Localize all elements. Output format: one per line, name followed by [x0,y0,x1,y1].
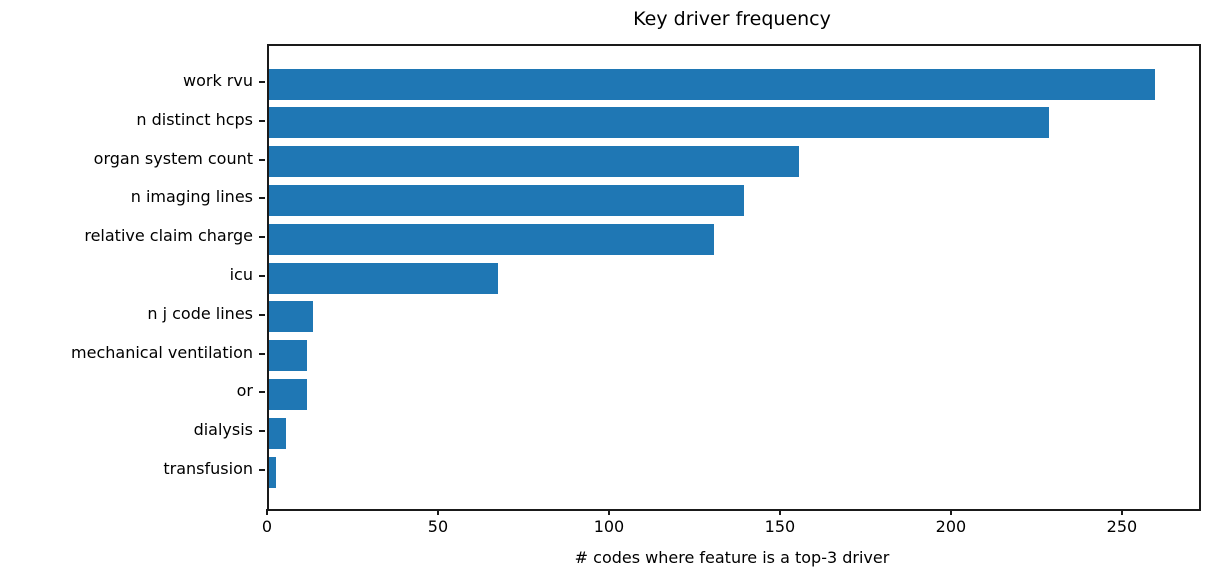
x-axis-label: # codes where feature is a top-3 driver [574,548,890,567]
bar-n-imaging-lines [269,184,745,216]
y-tick-label-relative-claim-charge: relative claim charge [84,226,253,246]
y-tick-label-n-distinct-hcps: n distinct hcps [136,109,253,129]
y-tick-label-or: or [236,381,253,401]
x-tick-mark [436,509,439,515]
y-tick-label-mechanical-ventilation: mechanical ventilation [71,342,253,362]
y-tick-label-transfusion: transfusion [163,459,253,478]
y-tick-label-n-j-code-lines: n j code lines [147,303,253,323]
x-tick-label-200: 200 [935,517,967,536]
x-tick-mark [778,509,781,515]
bar-work-rvu [269,68,1155,100]
y-tick-label-organ-system-count: organ system count [93,148,253,168]
y-tick-mark [259,391,265,394]
y-tick-mark [259,81,265,83]
x-tick-label-150: 150 [764,517,796,536]
x-tick-label-50: 50 [427,517,449,536]
y-tick-mark [259,352,265,355]
y-tick-mark [259,197,265,200]
bar-mechanical-ventilation [269,340,307,372]
y-tick-label-n-imaging-lines: n imaging lines [130,187,253,207]
x-tick-label-250: 250 [1106,517,1138,536]
y-tick-mark [259,158,265,161]
plot-area [267,44,1201,511]
bar-n-distinct-hcps [269,107,1049,139]
bar-dialysis [269,417,287,449]
x-tick-mark [949,509,952,515]
bar-n-j-code-lines [269,301,314,333]
y-tick-mark [259,236,265,239]
y-tick-mark [259,469,265,471]
chart-title: Key driver frequency [633,8,831,30]
y-tick-mark [259,119,265,122]
x-tick-label-0: 0 [261,517,273,536]
bar-organ-system-count [269,146,800,178]
x-tick-mark [1120,509,1123,515]
y-tick-mark [259,275,265,277]
y-tick-mark [259,430,265,433]
x-tick-label-100: 100 [593,517,625,536]
bar-or [269,378,307,410]
bar-relative-claim-charge [269,223,714,255]
x-tick-mark [266,509,268,515]
bar-icu [269,262,499,294]
y-tick-label-icu: icu [229,265,253,284]
bar-transfusion [269,456,276,488]
y-tick-mark [259,313,265,316]
x-tick-mark [607,509,610,515]
y-tick-label-dialysis: dialysis [193,420,253,440]
y-tick-label-work-rvu: work rvu [183,71,253,90]
